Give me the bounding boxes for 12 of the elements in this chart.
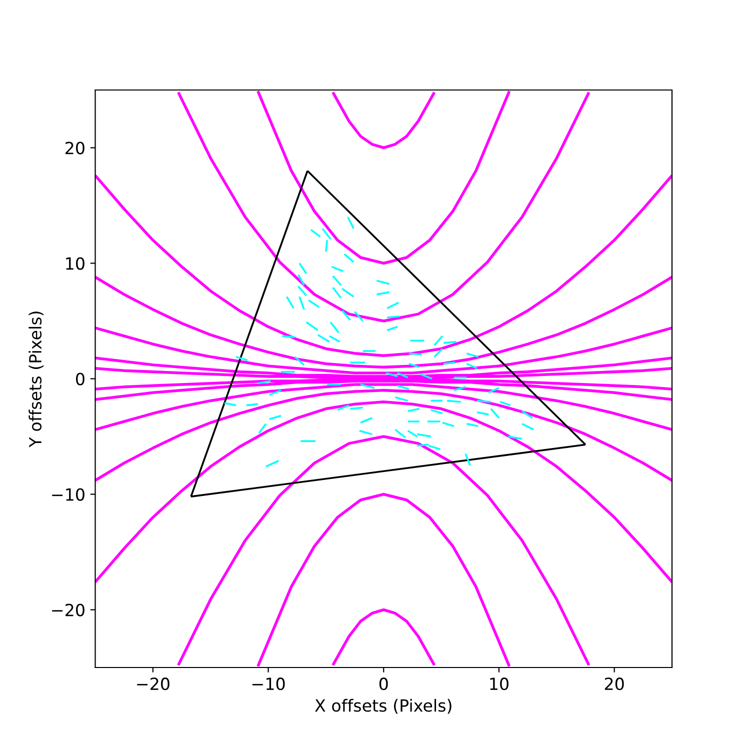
y-tick-label: 10 (66, 257, 84, 270)
x-axis-title: X offsets (Pixels) (314, 698, 452, 714)
y-tick-label: −20 (52, 604, 84, 616)
y-tick-label: −10 (52, 488, 84, 501)
x-tick-label: −10 (252, 678, 285, 690)
x-tick-label: −20 (137, 678, 170, 690)
y-tick-label: 0 (76, 372, 84, 386)
x-tick-label: 0 (379, 678, 388, 690)
y-axis-title: Y offsets (Pixels) (28, 312, 44, 448)
y-tick-label: 20 (66, 142, 84, 154)
x-tick-label: 20 (604, 678, 624, 690)
x-tick-label: 10 (490, 678, 508, 690)
